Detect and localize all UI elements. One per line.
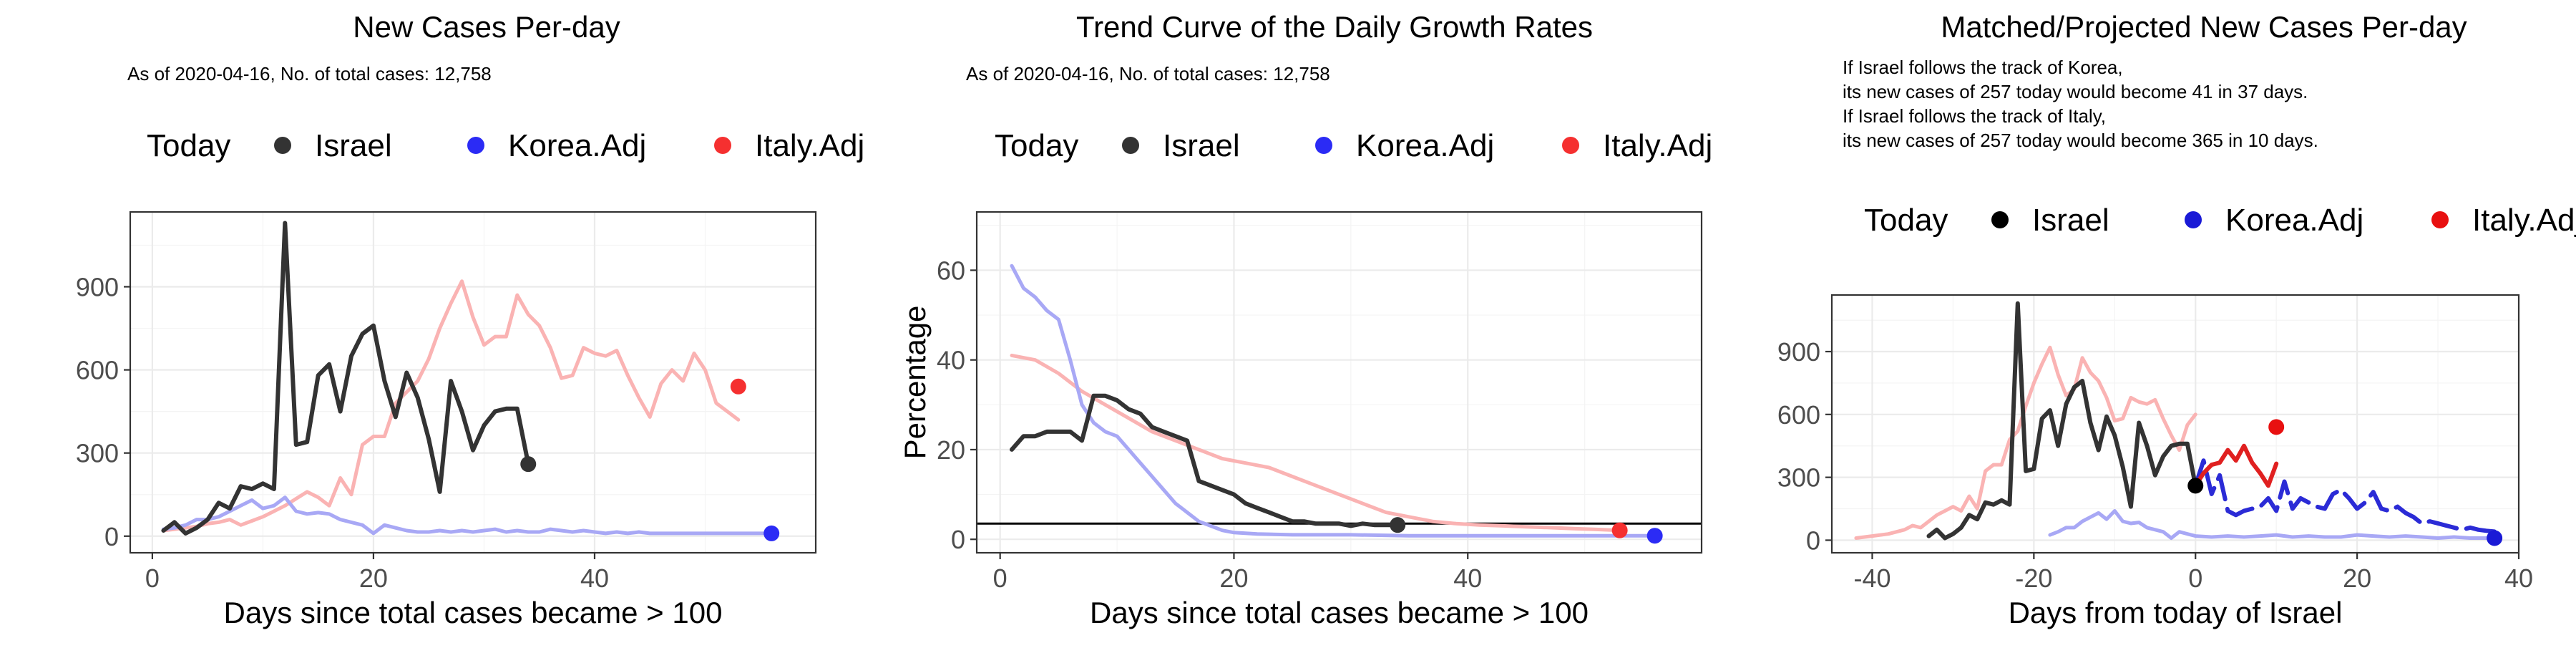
plot-panel xyxy=(130,212,816,553)
chart-subtitle: As of 2020-04-16, No. of total cases: 12… xyxy=(127,63,492,84)
series-line-korea-adj xyxy=(1010,263,1657,538)
legend-entry: Israel xyxy=(1163,128,1240,163)
chart-title: Matched/Projected New Cases Per-day xyxy=(1941,10,2467,44)
y-tick-label: 600 xyxy=(1777,400,1820,430)
x-axis-label: Days since total cases became > 100 xyxy=(1090,596,1589,629)
plot-frame xyxy=(975,211,1703,554)
chart-title: Trend Curve of the Daily Growth Rates xyxy=(1076,10,1593,44)
legend-entry: Italy.Adj xyxy=(755,128,864,163)
legend-title: Today xyxy=(1864,203,1948,238)
x-tick-label: 20 xyxy=(2343,564,2371,593)
legend-title: Today xyxy=(147,128,230,163)
legend-key-korea-adj xyxy=(1315,137,1332,154)
y-tick-label: 900 xyxy=(1777,337,1820,367)
chart-2: Trend Curve of the Daily Growth Rates As … xyxy=(898,10,1712,629)
legend-key-israel xyxy=(1122,137,1139,154)
x-axis-label: Days since total cases became > 100 xyxy=(224,596,723,629)
series-line-korea-adj xyxy=(2048,509,2497,540)
legend-key-italy-adj xyxy=(2431,211,2449,228)
series-line-italy-adj xyxy=(1854,345,2197,540)
legend: Today Israel Korea.Adj Italy.Adj xyxy=(1864,203,2576,238)
today-point-italy-adj xyxy=(1611,522,1628,538)
today-point-italy-adj xyxy=(2268,419,2285,435)
today-point-korea-adj xyxy=(2487,530,2503,546)
y-tick-label: 60 xyxy=(937,256,965,285)
plot-panel xyxy=(1832,295,2519,553)
x-tick-label: 20 xyxy=(1219,564,1248,593)
today-point-israel xyxy=(2187,478,2204,494)
y-tick-label: 300 xyxy=(76,439,119,468)
legend-entry: Italy.Adj xyxy=(2472,203,2576,238)
legend-key-korea-adj xyxy=(467,137,484,154)
y-tick-label: 0 xyxy=(951,525,965,554)
x-tick-label: 40 xyxy=(2504,564,2533,593)
series-line-italy-adj-projected xyxy=(2193,443,2279,488)
x-tick-label: 0 xyxy=(993,564,1008,593)
legend-key-italy-adj xyxy=(714,137,731,154)
chart-3: Matched/Projected New Cases Per-day If Is… xyxy=(1777,10,2576,629)
legend-entry: Korea.Adj xyxy=(1356,128,1494,163)
chart-subtitle-line: its new cases of 257 today would become … xyxy=(1843,81,2308,102)
legend-title: Today xyxy=(995,128,1078,163)
chart-subtitle-line: If Israel follows the track of Korea, xyxy=(1843,57,2123,78)
series-line-israel xyxy=(161,221,531,536)
today-point-korea-adj xyxy=(763,525,780,541)
plot-frame xyxy=(1830,294,2520,554)
chart-subtitle-line: If Israel follows the track of Italy, xyxy=(1843,105,2106,127)
x-tick-label: 0 xyxy=(145,564,160,593)
x-tick-label: -20 xyxy=(2015,564,2052,593)
x-tick-label: 20 xyxy=(359,564,388,593)
plot-panel xyxy=(977,212,1702,553)
x-axis-label: Days from today of Israel xyxy=(2009,596,2343,629)
legend-entry: Korea.Adj xyxy=(2225,203,2363,238)
legend-entry: Israel xyxy=(315,128,392,163)
legend-entry: Korea.Adj xyxy=(508,128,646,163)
today-point-italy-adj xyxy=(730,378,746,395)
y-tick-label: 0 xyxy=(104,522,119,551)
y-tick-label: 20 xyxy=(937,435,965,465)
series-group xyxy=(161,221,774,536)
series-line-israel xyxy=(1926,301,2198,541)
legend-entry: Israel xyxy=(2032,203,2109,238)
chart-1: New Cases Per-day As of 2020-04-16, No. o… xyxy=(76,10,864,629)
series-line-italy-adj xyxy=(161,279,741,533)
legend: Today Israel Korea.Adj Italy.Adj xyxy=(147,128,864,163)
gridlines xyxy=(130,212,816,553)
chart-title: New Cases Per-day xyxy=(353,10,620,44)
series-line-korea-adj-projected xyxy=(2193,458,2497,534)
series-line-korea-adj xyxy=(161,495,774,536)
plot-frame xyxy=(129,211,817,554)
series-group xyxy=(977,263,1702,538)
y-tick-label: 900 xyxy=(76,272,119,301)
legend-key-israel xyxy=(1991,211,2009,228)
y-tick-label: 600 xyxy=(76,356,119,385)
x-tick-label: 40 xyxy=(1453,564,1482,593)
y-axis-label: Percentage xyxy=(898,306,932,460)
y-tick-label: 300 xyxy=(1777,463,1820,493)
today-point-korea-adj xyxy=(1646,528,1663,544)
chart-subtitle: As of 2020-04-16, No. of total cases: 12… xyxy=(966,63,1330,84)
series-line-israel xyxy=(1010,393,1400,528)
legend-key-israel xyxy=(274,137,291,154)
y-tick-label: 0 xyxy=(1806,526,1820,555)
today-point-israel xyxy=(1390,517,1406,533)
x-tick-label: -40 xyxy=(1853,564,1890,593)
x-tick-label: 40 xyxy=(580,564,609,593)
chart-subtitle-line: its new cases of 257 today would become … xyxy=(1843,130,2318,151)
legend-entry: Italy.Adj xyxy=(1603,128,1712,163)
series-line-italy-adj xyxy=(1010,353,1622,533)
y-tick-label: 40 xyxy=(937,346,965,375)
series-group xyxy=(1854,301,2497,541)
legend-key-italy-adj xyxy=(1562,137,1579,154)
x-tick-label: 0 xyxy=(2188,564,2202,593)
today-point-israel xyxy=(520,456,537,473)
legend: Today Israel Korea.Adj Italy.Adj xyxy=(995,128,1712,163)
legend-key-korea-adj xyxy=(2185,211,2202,228)
